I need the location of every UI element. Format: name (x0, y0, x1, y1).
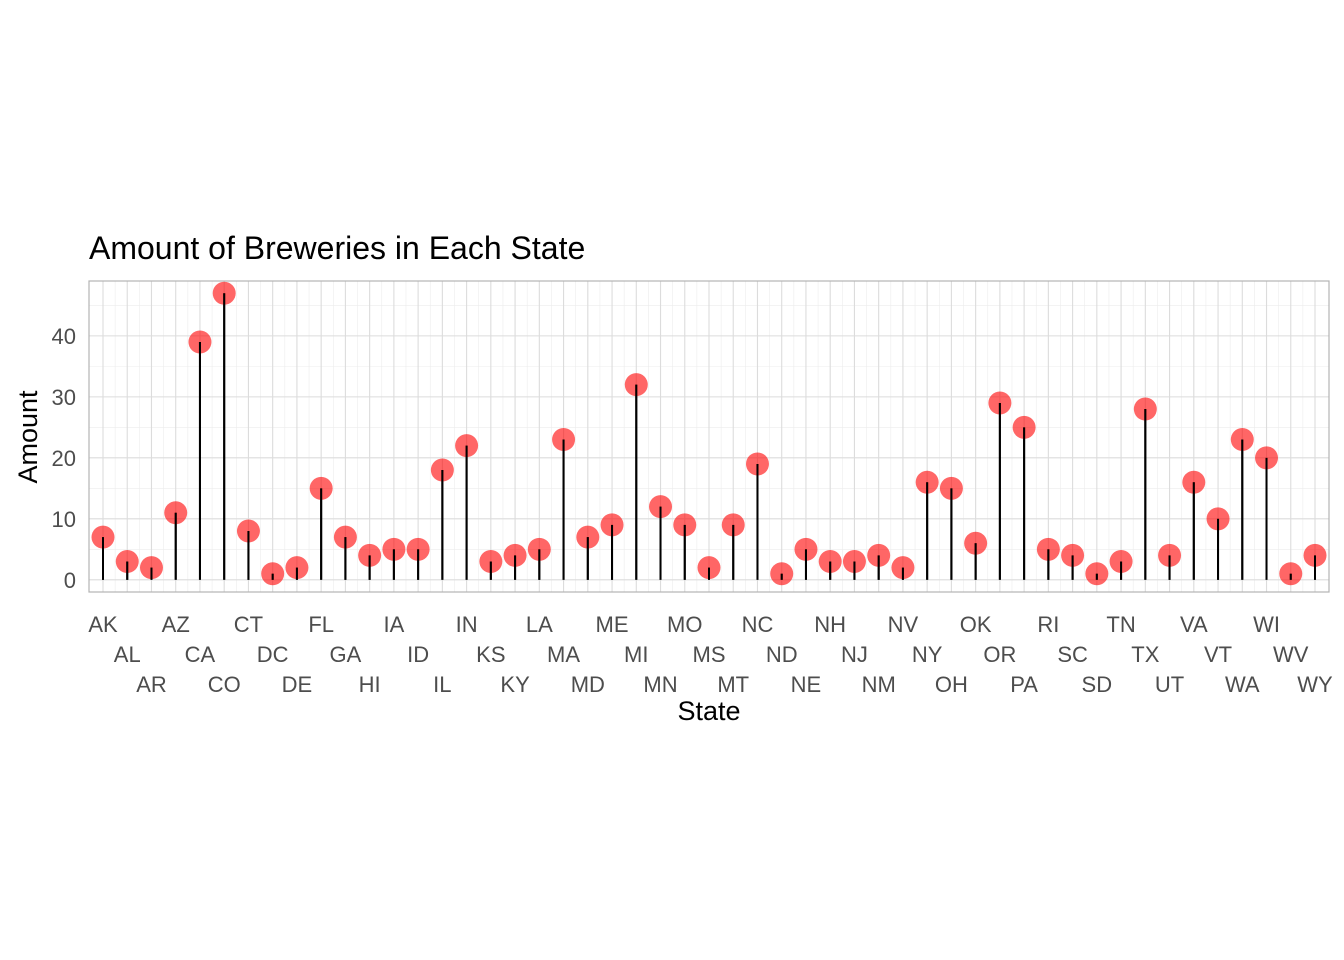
x-tick-label-hi: HI (359, 672, 381, 697)
x-tick-label-wa: WA (1225, 672, 1260, 697)
y-tick-label: 0 (64, 568, 76, 593)
chart-title: Amount of Breweries in Each State (89, 230, 585, 266)
x-tick-label-ne: NE (791, 672, 822, 697)
x-tick-label-tx: TX (1131, 642, 1159, 667)
x-tick-label-dc: DC (257, 642, 289, 667)
x-tick-label-ri: RI (1037, 612, 1059, 637)
x-tick-label-ms: MS (693, 642, 726, 667)
x-tick-label-ny: NY (912, 642, 943, 667)
x-tick-label-wi: WI (1253, 612, 1280, 637)
x-tick-label-la: LA (526, 612, 553, 637)
x-tick-label-mt: MT (717, 672, 749, 697)
y-tick-label: 20 (52, 446, 76, 471)
x-tick-label-nj: NJ (841, 642, 868, 667)
x-tick-label-nd: ND (766, 642, 798, 667)
y-axis-title: Amount (13, 390, 43, 484)
lollipop-points (91, 281, 1327, 586)
x-tick-label-nv: NV (888, 612, 919, 637)
x-tick-label-ct: CT (234, 612, 263, 637)
y-tick-label: 40 (52, 324, 76, 349)
y-axis-tick-labels: 0 10 20 30 40 (52, 324, 76, 593)
y-tick-label: 10 (52, 507, 76, 532)
x-tick-label-ga: GA (330, 642, 362, 667)
x-tick-label-md: MD (571, 672, 605, 697)
x-tick-label-de: DE (282, 672, 313, 697)
x-tick-label-me: ME (596, 612, 629, 637)
x-tick-label-nm: NM (862, 672, 896, 697)
x-tick-label-ky: KY (500, 672, 530, 697)
y-tick-label: 30 (52, 385, 76, 410)
x-tick-label-co: CO (208, 672, 241, 697)
x-tick-label-tn: TN (1106, 612, 1135, 637)
x-tick-label-sc: SC (1057, 642, 1088, 667)
x-tick-label-mi: MI (624, 642, 648, 667)
x-tick-label-sd: SD (1082, 672, 1113, 697)
x-tick-label-ma: MA (547, 642, 580, 667)
x-tick-label-ia: IA (383, 612, 404, 637)
x-tick-label-or: OR (983, 642, 1016, 667)
x-axis-title: State (677, 696, 740, 726)
x-tick-label-oh: OH (935, 672, 968, 697)
plot-panel (88, 280, 1330, 593)
x-tick-label-ca: CA (185, 642, 216, 667)
x-tick-label-id: ID (407, 642, 429, 667)
x-tick-label-ut: UT (1155, 672, 1184, 697)
x-tick-label-wv: WV (1273, 642, 1309, 667)
x-tick-label-ks: KS (476, 642, 505, 667)
x-tick-label-ok: OK (960, 612, 992, 637)
x-tick-label-ak: AK (88, 612, 118, 637)
grid-lines (89, 281, 1329, 592)
x-tick-label-ar: AR (136, 672, 167, 697)
x-tick-label-az: AZ (162, 612, 190, 637)
x-tick-label-fl: FL (308, 612, 334, 637)
x-tick-label-il: IL (433, 672, 451, 697)
x-tick-label-wy: WY (1297, 672, 1333, 697)
x-tick-label-vt: VT (1204, 642, 1232, 667)
x-tick-label-in: IN (456, 612, 478, 637)
x-tick-label-nh: NH (814, 612, 846, 637)
x-tick-label-mo: MO (667, 612, 702, 637)
x-tick-label-pa: PA (1010, 672, 1038, 697)
x-tick-label-al: AL (114, 642, 141, 667)
x-tick-label-nc: NC (742, 612, 774, 637)
x-tick-label-va: VA (1180, 612, 1208, 637)
x-tick-label-mn: MN (643, 672, 677, 697)
